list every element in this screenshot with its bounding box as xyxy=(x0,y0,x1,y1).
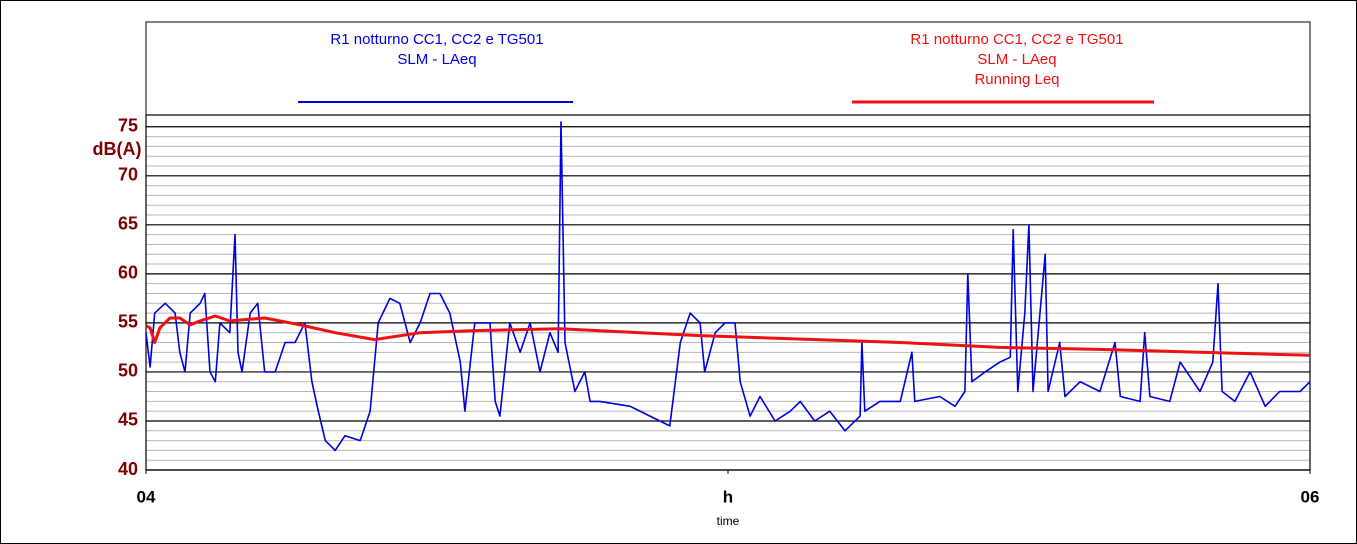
y-tick-label: 70 xyxy=(118,165,138,185)
y-tick-label: 50 xyxy=(118,361,138,381)
y-tick-label: 40 xyxy=(118,459,138,479)
y-tick-label: 45 xyxy=(118,410,138,430)
legend-label: SLM - LAeq xyxy=(977,51,1056,68)
legend-label: Running Leq xyxy=(974,71,1059,88)
y-tick-label: 60 xyxy=(118,263,138,283)
legend-label: R1 notturno CC1, CC2 e TG501 xyxy=(330,31,543,48)
series-line xyxy=(145,121,1311,452)
x-axis-label: time xyxy=(717,514,740,528)
x-tick-label: h xyxy=(723,487,733,506)
legend-label: SLM - LAeq xyxy=(397,51,476,68)
y-tick-label: 75 xyxy=(118,116,138,136)
y-axis-label: dB(A) xyxy=(93,139,142,159)
y-tick-label: 55 xyxy=(118,312,138,332)
legend-label: R1 notturno CC1, CC2 e TG501 xyxy=(910,31,1123,48)
y-tick-label: 65 xyxy=(118,214,138,234)
x-tick-label: 06 xyxy=(1301,487,1320,506)
plot-frame xyxy=(145,114,1311,471)
series-line xyxy=(145,314,1311,357)
x-tick-label: 04 xyxy=(137,487,156,506)
